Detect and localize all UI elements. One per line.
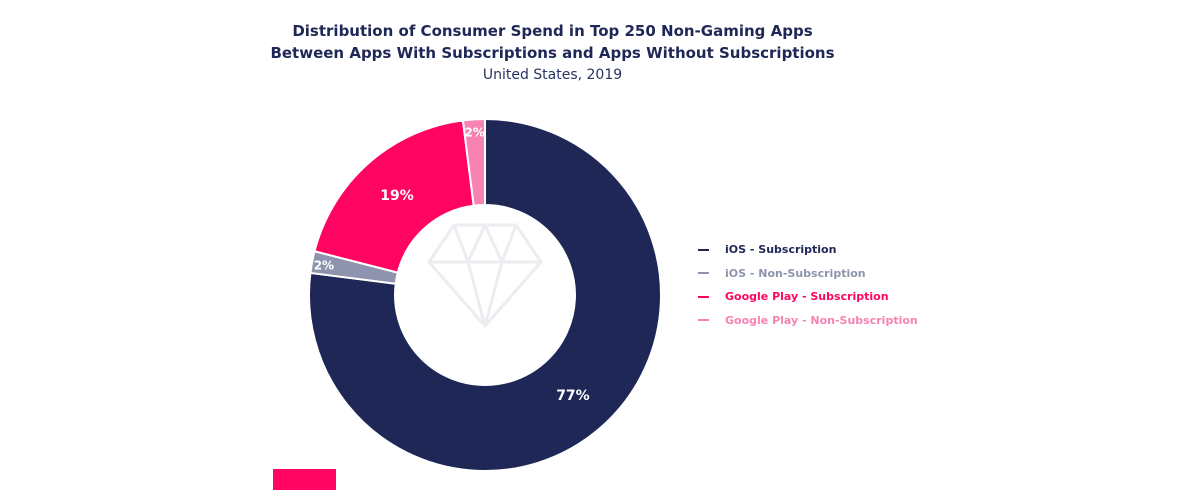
- chart-title-line-2: Between Apps With Subscriptions and Apps…: [270, 44, 835, 62]
- legend-swatch: [698, 295, 709, 298]
- slice-labels: 77% 2% 19% 2%: [314, 125, 590, 403]
- slice-label-google-play-non-subscription: 2%: [465, 125, 485, 139]
- legend-item-ios-non-subscription[interactable]: iOS - Non-Subscription: [698, 262, 918, 286]
- legend-swatch: [698, 248, 709, 251]
- legend-item-ios-subscription[interactable]: iOS - Subscription: [698, 238, 918, 262]
- brand-accent-bar: [273, 469, 336, 490]
- donut-slices: [308, 117, 662, 472]
- legend-item-google-play-non-subscription[interactable]: Google Play - Non-Subscription: [698, 309, 918, 333]
- chart-title-line-1: Distribution of Consumer Spend in Top 25…: [292, 22, 813, 40]
- legend-swatch: [698, 272, 709, 275]
- slice-label-ios-subscription: 77%: [556, 388, 590, 404]
- diamond-watermark-icon: [427, 223, 543, 328]
- legend-item-google-play-subscription[interactable]: Google Play - Subscription: [698, 285, 918, 309]
- slice-label-ios-non-subscription: 2%: [314, 258, 334, 272]
- legend-swatch: [698, 319, 709, 322]
- donut-hole: [396, 206, 574, 384]
- donut-slice-google-play-subscription[interactable]: [313, 119, 475, 274]
- slice-label-google-play-subscription: 19%: [380, 188, 414, 204]
- donut-slice-ios-subscription[interactable]: [308, 117, 662, 472]
- legend-label: Google Play - Subscription: [725, 290, 889, 304]
- legend-label: iOS - Subscription: [725, 243, 837, 257]
- legend-label: Google Play - Non-Subscription: [725, 313, 918, 327]
- chart-legend: iOS - Subscription iOS - Non-Subscriptio…: [698, 238, 918, 332]
- chart-subtitle: United States, 2019: [482, 67, 623, 83]
- legend-label: iOS - Non-Subscription: [725, 266, 866, 280]
- donut-slice-google-play-non-subscription[interactable]: [461, 117, 486, 207]
- chart-title-block: Distribution of Consumer Spend in Top 25…: [0, 20, 1105, 86]
